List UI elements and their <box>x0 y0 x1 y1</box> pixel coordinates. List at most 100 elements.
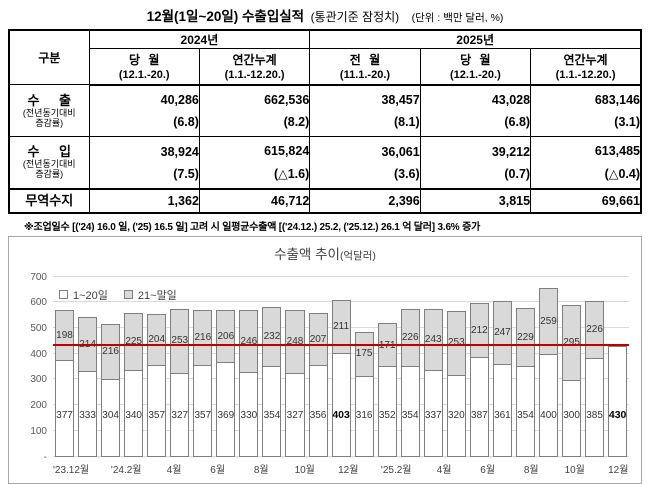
import-2025-month-cell: 39,212 (0.7) <box>419 136 532 189</box>
x-axis-tick-label: 12월 <box>338 464 359 476</box>
x-axis-tick <box>185 461 207 476</box>
x-axis-tick <box>499 461 521 476</box>
bar-value-label: 357 <box>194 409 212 421</box>
bar-value-label: 243 <box>424 333 442 345</box>
bar-slot: 354 232 <box>260 277 283 457</box>
export-2024-month-cell: 40,286 (6.8) <box>88 84 200 137</box>
bar-segment-rest-of-month <box>124 312 144 371</box>
x-axis-tick <box>316 461 338 476</box>
x-axis-tick <box>89 461 111 476</box>
corner-header: 구분 <box>8 29 90 85</box>
bar-slot: 327 248 <box>283 277 306 457</box>
bar-value-label: 295 <box>563 336 580 348</box>
y-axis-tick-label: 700 <box>30 271 47 283</box>
bar-value-label: 226 <box>586 323 603 335</box>
bar-value-label: 253 <box>171 334 189 346</box>
export-row: 수 출 (전년동기대비 증감률) 40,286 (6.8) 662,536 (8.2… <box>8 84 642 137</box>
bar-value-label: 327 <box>286 409 304 421</box>
bar-value-label: 387 <box>471 409 488 421</box>
import-row: 수 입 (전년동기대비 증감률) 38,924 (7.5) 615,824 (△1.… <box>8 136 642 189</box>
bar-slot: 385 226 <box>583 277 606 457</box>
export-2024-ytd-cell: 662,536 (8.2) <box>198 84 311 137</box>
col-header-2024-month: 당 월 (12.1.-20.) <box>88 48 200 86</box>
bar-value-label: 354 <box>517 409 534 421</box>
bar-slot: 430 <box>606 277 629 457</box>
bar-value-label: 248 <box>286 335 304 347</box>
bar-value-label: 216 <box>102 345 119 357</box>
reference-line <box>53 343 629 346</box>
export-2025-prev-cell: 38,457 (8.1) <box>309 84 421 137</box>
x-axis-tick-label: 4월 <box>166 464 182 476</box>
bar-value-label: 354 <box>401 409 419 421</box>
trade-balance-row: 무역수지 1,362 46,712 2,396 3,815 69,661 <box>8 187 642 213</box>
year-2025-header: 2025년 <box>309 29 642 49</box>
bar-segment-rest-of-month <box>285 309 305 374</box>
bar-segment-rest-of-month <box>216 309 236 363</box>
x-axis-tick: 4월 <box>433 461 455 476</box>
x-axis-tick: 8월 <box>250 461 272 476</box>
bar-segment-rest-of-month <box>538 287 559 355</box>
x-axis-tick-label: 10월 <box>564 464 585 476</box>
bar-value-label: 207 <box>309 333 327 345</box>
x-axis-tick <box>272 461 294 476</box>
x-axis-tick-label: 6월 <box>210 464 226 476</box>
x-axis-tick-label: 8월 <box>523 464 539 476</box>
report-title: 12월(1일~20일) 수출입실적 (통관기준 잠정치) (단위 : 백만 달러… <box>0 0 650 29</box>
bar-slot: 361 247 <box>491 277 514 457</box>
import-row-label: 수 입 (전년동기대비 증감률) <box>8 136 90 189</box>
bar-slot: 330 246 <box>237 277 260 457</box>
x-axis-tick: 12월 <box>607 461 629 476</box>
trade-balance-label: 무역수지 <box>8 187 90 213</box>
gridline <box>53 275 629 277</box>
legend-swatch-21-end <box>123 290 133 299</box>
import-2025-prev-cell: 36,061 (3.6) <box>309 136 421 189</box>
bar-value-label: 385 <box>586 409 603 421</box>
bar-value-label: 216 <box>194 331 212 343</box>
bar-value-label: 211 <box>333 320 350 332</box>
bar-segment-rest-of-month <box>400 308 420 367</box>
bar-value-label: 357 <box>148 409 166 421</box>
x-axis-tick-label: '24.2월 <box>110 464 142 476</box>
y-axis-tick-label: 200 <box>30 400 47 412</box>
export-row-label: 수 출 (전년동기대비 증감률) <box>8 84 90 137</box>
bar-slot: 337 243 <box>422 277 445 457</box>
bar-segment-rest-of-month <box>55 309 75 361</box>
bar-slot: 403 211 <box>330 277 353 457</box>
chart-title: 수출액 추이(억달러) <box>9 237 641 264</box>
bar-segment-rest-of-month <box>562 304 582 381</box>
balance-2025-month-cell: 3,815 <box>419 187 532 213</box>
x-axis-tick <box>542 461 564 476</box>
bar-value-label: 352 <box>378 409 396 421</box>
bar-value-label: 198 <box>56 329 73 341</box>
x-axis-tick-label: 12월 <box>608 464 629 476</box>
bar-slot: 357 204 <box>145 277 168 457</box>
legend-label-1-20: 1~20일 <box>73 289 108 302</box>
x-axis-tick-label: 4월 <box>436 464 452 476</box>
bar-value-label: 400 <box>540 409 557 421</box>
bar-value-label: 369 <box>217 409 235 421</box>
bar-value-label: 430 <box>608 408 627 421</box>
x-axis-tick: '23.12월 <box>53 461 89 476</box>
x-axis-tick: 6월 <box>477 461 499 476</box>
bar-segment-rest-of-month <box>147 313 167 366</box>
bar-slot: 340 225 <box>122 277 145 457</box>
bar-segment-rest-of-month <box>446 310 466 376</box>
bar-slot: 320 253 <box>445 277 468 457</box>
bar-value-label: 320 <box>447 409 465 421</box>
import-2025-ytd-cell: 613,485 (△0.4) <box>530 136 642 189</box>
x-axis-tick <box>229 461 251 476</box>
chart-plot-area: 1~20일 21~말일 - 100 200 300 400 500 600 700 377 198… <box>30 272 629 463</box>
bar-value-label: 225 <box>125 335 142 347</box>
year-2024-header: 2024년 <box>88 29 311 49</box>
bar-value-label: 175 <box>355 347 373 359</box>
bar-slot: 400 259 <box>537 277 560 457</box>
col-header-2025-prev-month: 전 월 (11.1.-20.) <box>309 48 421 86</box>
bar-value-label: 246 <box>240 335 258 347</box>
y-axis-tick-label: 300 <box>30 374 47 386</box>
col-header-2025-month: 당 월 (12.1.-20.) <box>419 48 532 86</box>
x-axis-tick: '25.2월 <box>381 461 412 476</box>
bar-value-label: 316 <box>355 409 373 421</box>
bar-slot: 333 214 <box>76 277 99 457</box>
import-2024-month-cell: 38,924 (7.5) <box>88 136 200 189</box>
bar-value-label: 204 <box>148 333 166 345</box>
